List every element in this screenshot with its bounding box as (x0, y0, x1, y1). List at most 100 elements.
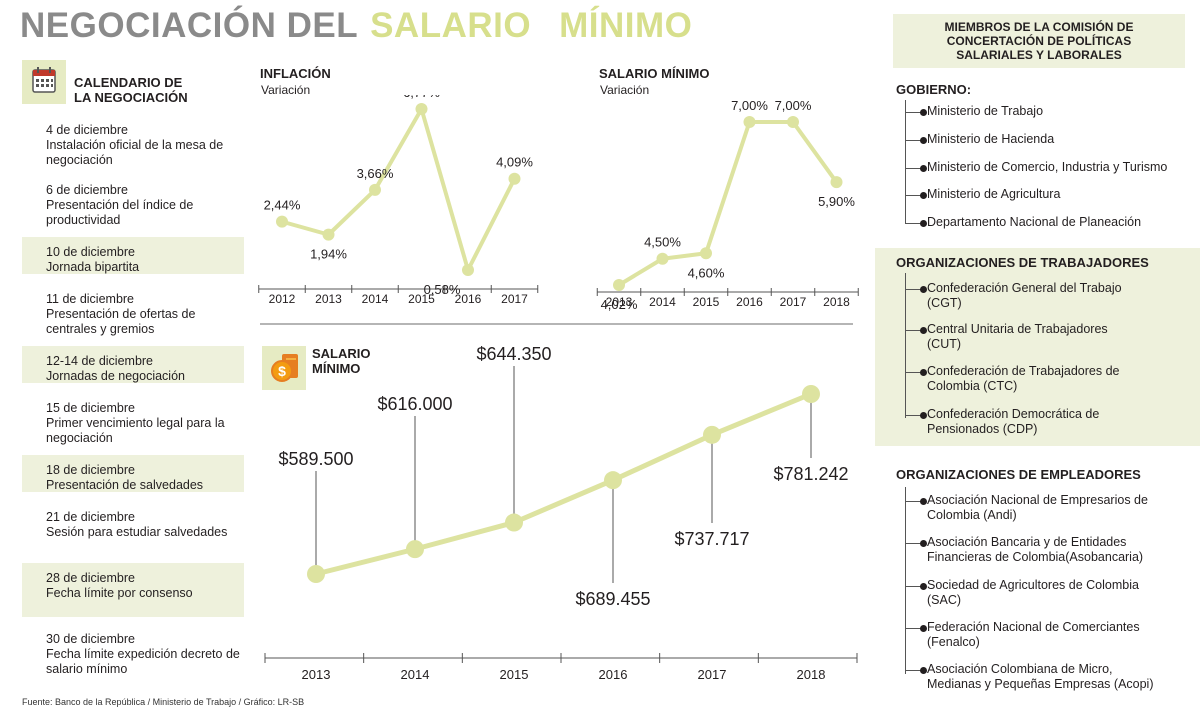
data-point (307, 565, 325, 583)
gobierno-item-label: Ministerio de Agricultura (927, 187, 1061, 201)
divider (260, 323, 853, 325)
empleadores-item-line2: (SAC) (927, 593, 962, 607)
x-tick-label: 2015 (500, 667, 529, 682)
gobierno-item-label: Ministerio de Hacienda (927, 132, 1055, 146)
commission-heading: MIEMBROS DE LA COMISIÓN DE CONCERTACIÓN … (893, 14, 1185, 68)
calendar-item: 4 de diciembre Instalación oficial de la … (22, 123, 244, 177)
data-label: 1,94% (310, 247, 347, 262)
data-label: $781.242 (773, 464, 848, 484)
x-tick-label: 2014 (649, 295, 676, 309)
gobierno-item-label: Departamento Nacional de Planeación (927, 215, 1142, 229)
calendar-text: Fecha límite por consenso (46, 586, 193, 600)
calendar-text: Fecha límite expedición decreto de salar… (46, 647, 240, 676)
trabajadores-item-line2: Pensionados (CDP) (927, 422, 1038, 436)
calendar-text: Sesión para estudiar salvedades (46, 525, 228, 539)
calendar-date: 11 de diciembre (46, 292, 135, 306)
calendar-item: 21 de diciembre Sesión para estudiar salv… (22, 510, 244, 564)
data-point (830, 176, 843, 189)
series-line (315, 391, 812, 577)
x-tick-label: 2016 (736, 295, 763, 309)
x-tick-label: 2014 (362, 292, 389, 306)
series-line (617, 120, 839, 287)
source-note: Fuente: Banco de la República / Minister… (22, 697, 305, 707)
calendar-item: 15 de diciembre Primer vencimiento legal … (22, 401, 244, 455)
calendar-heading: CALENDARIO DE LA NEGOCIACIÓN (74, 75, 224, 105)
data-label: 7,00% (775, 98, 812, 113)
trabajadores-item-line1: Confederación de Trabajadores de (927, 364, 1120, 378)
calendar-date: 4 de diciembre (46, 123, 128, 137)
title-part2: SALARIO (370, 6, 532, 45)
gobierno-section: GOBIERNO: (893, 82, 1185, 242)
calendar-icon (22, 60, 66, 104)
data-label: 4,09% (496, 155, 533, 170)
calendar-text: Presentación de salvedades (46, 478, 204, 492)
x-tick-label: 2013 (315, 292, 342, 306)
calendar-item: 18 de diciembre Presentación de salvedade… (22, 455, 244, 492)
calendar-date: 21 de diciembre (46, 510, 135, 524)
data-label: 7,00% (731, 98, 768, 113)
data-point (700, 247, 712, 260)
data-point (703, 425, 721, 444)
x-tick-label: 2018 (823, 295, 850, 309)
trabajadores-label: ORGANIZACIONES DE TRABAJADORES (896, 255, 1149, 270)
data-label: $689.455 (575, 589, 650, 609)
title-part1: NEGOCIACIÓN DEL (20, 6, 359, 45)
trabajadores-section: ORGANIZACIONES DE TRABAJADORES (875, 248, 1200, 446)
money-icon: $ (262, 346, 306, 390)
calendar-text: Primer vencimiento legal para la negocia… (46, 416, 225, 445)
commission-heading-line: SALARIALES Y LABORALES (956, 48, 1122, 62)
salary-chart-heading: SALARIO MÍNIMO (312, 346, 371, 376)
tree-line (905, 487, 906, 674)
data-label: 2,44% (264, 198, 301, 213)
salary-chart: 2013 2014 2015 2016 2017 2018 $589.500 $616.000… (264, 344, 858, 682)
inflation-chart-subtitle: Variación (261, 83, 311, 97)
data-point (505, 513, 523, 532)
calendar-text: Jornadas de negociación (46, 369, 185, 383)
empleadores-label: ORGANIZACIONES DE EMPLEADORES (896, 467, 1141, 482)
trabajadores-item-line2: (CUT) (927, 337, 962, 351)
trabajadores-item-line1: Confederación General del Trabajo (927, 281, 1122, 295)
wage-variation-chart: 2013 2014 2015 2016 2017 2018 4,02% 4,50% 4,60% 7… (596, 98, 859, 312)
commission-heading-line: MIEMBROS DE LA COMISIÓN DE (944, 20, 1134, 34)
calendar-text: Jornada bipartita (46, 260, 140, 274)
calendar-date: 10 de diciembre (46, 245, 135, 259)
calendar-item: 10 de diciembre Jornada bipartita (22, 237, 244, 274)
calendar-item: 30 de diciembre Fecha límite expedición d… (22, 632, 244, 686)
data-label: 3,66% (357, 166, 394, 181)
x-tick-label: 2012 (269, 292, 296, 306)
calendar-heading-line1: CALENDARIO DE (74, 75, 183, 90)
data-label: $644.350 (476, 344, 551, 364)
x-tick-label: 2015 (408, 292, 435, 306)
data-point (802, 385, 820, 403)
x-tick-label: 2013 (606, 295, 633, 309)
empleadores-item-line2: Financieras de Colombia(Asobancaria) (927, 550, 1144, 564)
calendar-date: 28 de diciembre (46, 571, 135, 585)
wage-variation-chart-subtitle: Variación (600, 83, 650, 97)
empleadores-item-line2: (Fenalco) (927, 635, 980, 649)
data-point (604, 471, 622, 490)
empleadores-item-line1: Asociación Nacional de Empresarios de (927, 493, 1148, 507)
data-point (276, 215, 288, 228)
commission-heading-line: CONCERTACIÓN DE POLÍTICAS (946, 34, 1132, 48)
x-tick-label: 2017 (501, 292, 528, 306)
calendar-date: 15 de diciembre (46, 401, 135, 415)
empleadores-item-line1: Asociación Colombiana de Micro, (927, 662, 1113, 676)
data-point (613, 279, 625, 291)
x-tick-label: 2016 (599, 667, 628, 682)
data-label: 5,90% (818, 194, 855, 209)
x-tick-label: 2015 (693, 295, 720, 309)
x-tick-label: 2017 (780, 295, 807, 309)
data-label: $589.500 (278, 449, 353, 469)
salary-chart-heading-line2: MÍNIMO (312, 361, 361, 376)
trabajadores-item-line1: Central Unitaria de Trabajadores (927, 322, 1108, 336)
data-point (322, 228, 335, 241)
trabajadores-item-line1: Confederación Democrática de (927, 407, 1100, 421)
page-title: NEGOCIACIÓN DEL SALARIO MÍNIMO (20, 6, 692, 46)
calendar-item: 28 de diciembre Fecha límite por consenso (22, 563, 244, 617)
data-label: 6,77% (403, 95, 440, 100)
gobierno-item-label: Ministerio de Comercio, Industria y Turi… (927, 160, 1168, 174)
x-tick-label: 2016 (455, 292, 482, 306)
data-point (369, 183, 381, 196)
empleadores-item-line2: Colombia (Andi) (927, 508, 1017, 522)
data-point (406, 540, 424, 559)
